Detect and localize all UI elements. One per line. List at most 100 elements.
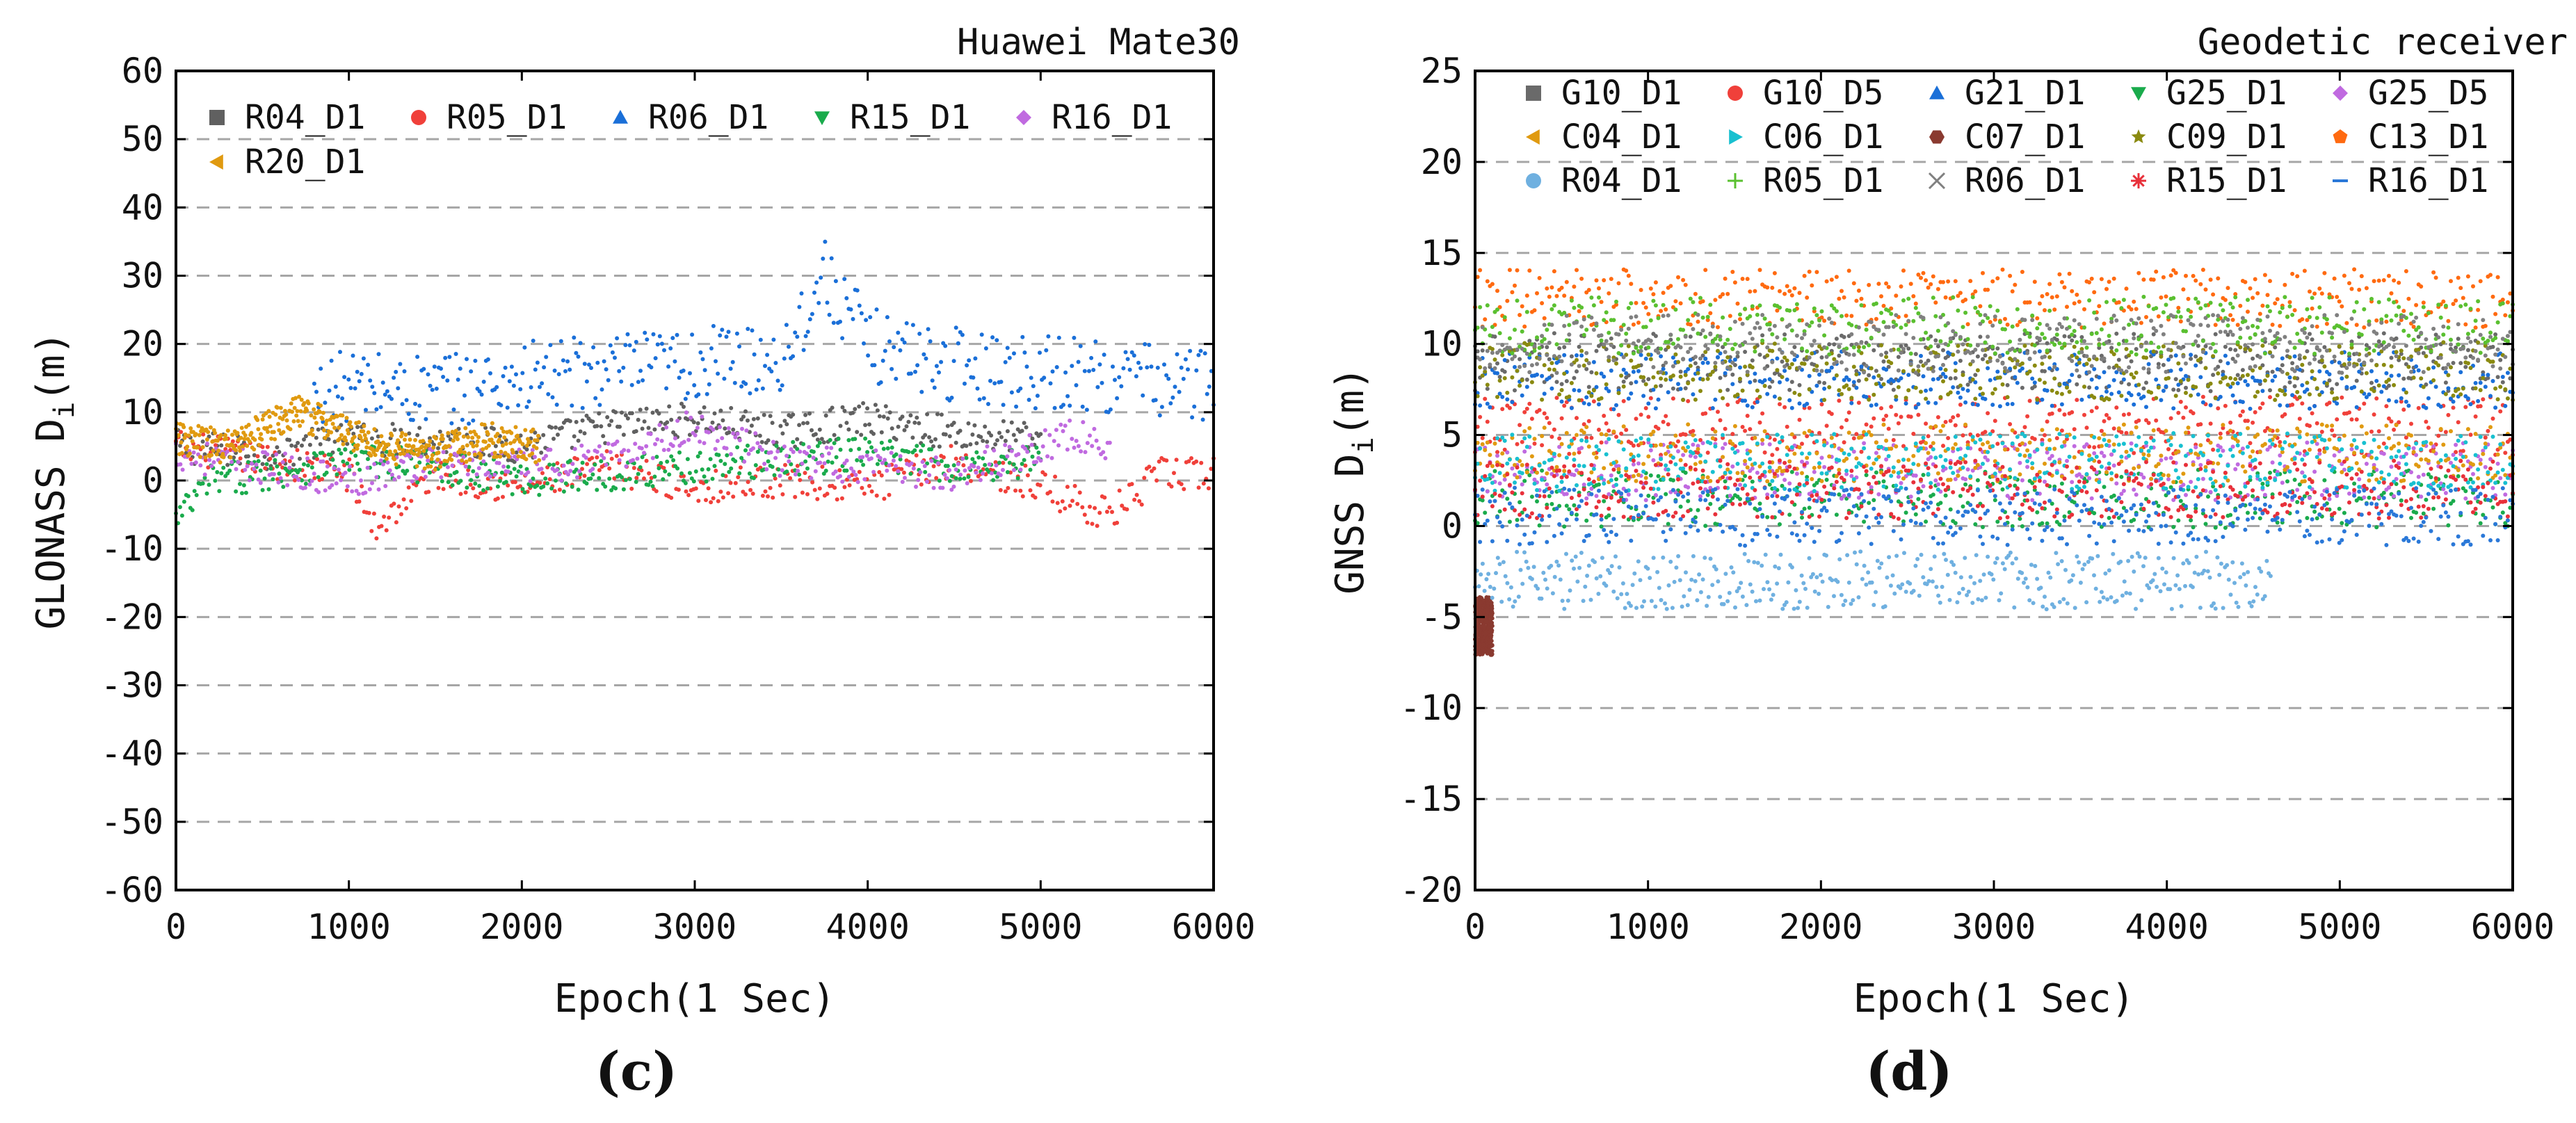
point-c-r16-d1 [352,471,357,476]
point-c-r20-d1 [428,464,433,469]
point-d-g25-d5 [1842,494,1846,499]
point-c-r05-d1 [1117,488,1122,493]
point-d-g10-d1 [2161,362,2166,367]
point-c-r16-d1 [278,476,283,480]
point-d-g10-d5 [2072,427,2077,432]
point-d-g10-d5 [1899,414,1903,419]
point-c-r16-d1 [896,469,901,474]
point-d-c04-d1 [1916,462,1921,467]
point-d-g25-d1 [2443,474,2448,478]
point-d-g21-d1 [1549,386,1554,391]
point-c-r16-d1 [720,436,725,441]
point-c-r04-d1 [1001,419,1006,423]
point-c-r04-d1 [177,444,182,448]
point-c-r16-d1 [289,455,294,460]
point-c-r15-d1 [588,476,593,481]
legend-label-c-r15-d1: R15_D1 [850,98,970,137]
point-d-c04-d1 [2027,440,2032,445]
point-c-r05-d1 [501,494,505,499]
point-d-g21-d1 [1929,387,1933,392]
point-d-g10-d1 [2109,346,2114,350]
point-c-r04-d1 [883,404,888,409]
point-d-g25-d1 [1547,494,1552,499]
point-d-g21-d1 [1772,394,1777,399]
point-d-g21-d1 [1621,367,1626,372]
point-c-r06-d1 [662,348,666,353]
point-c-r04-d1 [844,421,849,426]
point-c-r16-d1 [700,414,705,419]
point-c-r04-d1 [906,419,911,424]
point-d-g25-d1 [1995,519,2000,524]
point-d-g25-d1 [1973,522,1978,526]
point-c-r06-d1 [838,319,842,324]
x-tick-label-c-1000: 1000 [307,907,390,947]
point-c-r04-d1 [1030,436,1035,441]
point-c-r05-d1 [1174,458,1179,462]
point-d-c04-d1 [1492,441,1497,446]
point-c-r16-d1 [918,470,923,474]
point-d-g25-d1 [2446,523,2451,528]
point-d-g10-d5 [2436,433,2441,438]
point-c-r20-d1 [198,455,202,460]
point-c-r16-d1 [385,460,390,465]
point-c-r20-d1 [534,446,539,451]
point-d-g10-d1 [1981,357,1985,362]
point-d-g25-d1 [1483,510,1488,515]
point-d-g21-d1 [1933,401,1938,405]
point-c-r06-d1 [424,417,428,421]
point-d-g10-d5 [1586,419,1591,423]
point-d-g25-d5 [1750,466,1755,471]
point-c-r06-d1 [805,330,810,334]
point-d-g10-d5 [1575,416,1579,421]
point-d-g25-d1 [1750,479,1755,484]
point-c-r16-d1 [737,438,742,443]
point-c-r06-d1 [563,369,567,373]
point-c-r16-d1 [276,480,281,485]
point-c-r15-d1 [983,462,988,467]
point-c-r20-d1 [490,421,494,426]
point-d-c04-d1 [1696,446,1700,451]
point-c-r05-d1 [1006,485,1011,490]
point-d-g21-d1 [1597,402,1601,407]
point-c-r04-d1 [638,407,643,412]
point-d-g25-d1 [1705,492,1710,497]
point-d-c04-d1 [1931,441,1935,446]
point-c-r20-d1 [369,453,373,458]
point-c-r20-d1 [497,437,501,442]
point-c-r15-d1 [648,479,653,484]
point-d-g10-d1 [1497,375,1502,379]
point-c-r04-d1 [296,441,300,445]
point-d-g25-d1 [1575,512,1579,517]
point-c-r20-d1 [531,427,536,432]
point-c-r06-d1 [765,353,770,357]
point-d-g25-d1 [1864,473,1869,478]
point-c-r16-d1 [383,484,388,488]
point-d-g10-d1 [1896,355,1901,359]
point-c-r05-d1 [1154,478,1159,483]
point-c-r20-d1 [182,425,186,430]
point-c-r04-d1 [889,426,894,431]
point-c-r06-d1 [1119,384,1124,389]
point-d-g25-d5 [2463,496,2468,501]
point-d-c04-d1 [2047,437,2052,442]
point-c-r06-d1 [675,332,679,337]
point-d-g25-d5 [2362,495,2367,500]
point-d-g10-d5 [1524,406,1529,411]
point-d-g25-d1 [1664,492,1668,496]
point-c-r04-d1 [968,442,973,446]
point-d-c04-d1 [1540,434,1545,439]
point-d-g21-d1 [2465,396,2470,401]
point-c-r04-d1 [687,433,692,437]
point-c-r16-d1 [272,471,276,476]
point-d-g25-d5 [1767,442,1772,446]
point-d-g21-d1 [2010,402,2015,406]
point-d-g10-d5 [1819,402,1824,407]
point-c-r16-d1 [519,471,524,476]
point-c-r15-d1 [1036,450,1041,455]
point-d-g10-d5 [2362,401,2367,406]
point-d-g25-d1 [2059,481,2064,486]
point-d-g25-d1 [1757,501,1762,506]
point-c-r06-d1 [404,398,409,403]
point-c-r15-d1 [1015,476,1020,480]
point-c-r04-d1 [797,423,802,428]
